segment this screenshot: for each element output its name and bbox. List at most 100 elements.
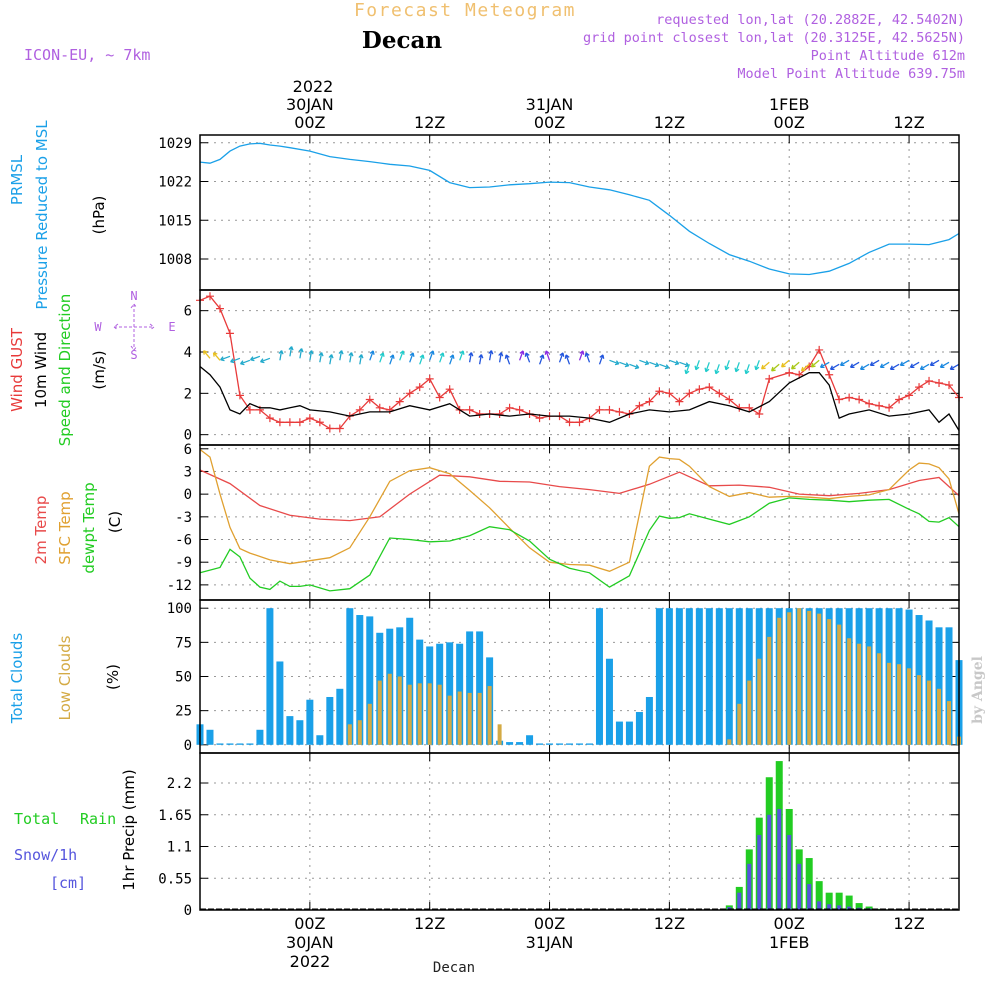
snow-bar: [767, 814, 772, 910]
wind-direction-arrow-icon: [629, 363, 640, 370]
low-cloud-bar: [427, 683, 432, 745]
series-line-wind-gust: [199, 295, 960, 430]
total-cloud-bar: [286, 716, 294, 745]
wind-direction-arrow-icon: [249, 355, 261, 362]
gust-marker: [295, 418, 304, 427]
ytick-label: 3: [184, 464, 192, 480]
low-cloud-bar: [827, 619, 832, 745]
dewpt-label: dewpt Temp: [80, 482, 98, 573]
ytick-label: 6: [184, 442, 192, 458]
low-cloud-bar: [867, 646, 872, 745]
compass-w: W: [94, 320, 102, 334]
precip-labels: Total Rain Snow/1h [cm] 1hr Precip (mm): [14, 769, 138, 892]
wind-direction-arrow-icon: [919, 363, 930, 371]
rain-label: Rain: [80, 810, 116, 828]
snow-bar: [747, 863, 752, 910]
wind-direction-arrow-icon: [770, 363, 780, 372]
total-cloud-bar: [526, 735, 534, 745]
low-cloud-bar: [347, 724, 352, 745]
point-altitude: Point Altitude 612m: [811, 48, 965, 64]
gust-marker: [435, 393, 444, 402]
model-altitude: Model Point Altitude 639.75m: [737, 66, 965, 82]
ytick-label: 0.55: [158, 871, 192, 887]
snow-bar: [737, 892, 742, 910]
gust-marker: [205, 292, 214, 301]
low-cloud-bar: [397, 676, 402, 745]
gust-marker: [475, 410, 484, 418]
wind-direction-arrow-icon: [679, 361, 690, 368]
ytick-label: 2.2: [167, 776, 192, 792]
snow-label: Snow/1h: [14, 846, 77, 864]
low-cloud-bar: [897, 664, 902, 745]
low-cloud-bar: [757, 658, 762, 745]
panel-5: 0 0.55 1.1 1.65 2.2: [158, 752, 960, 919]
low-cloud-bar: [407, 684, 412, 745]
wind-direction-arrow-icon: [909, 361, 920, 369]
pressure-unit: (hPa): [90, 196, 108, 235]
total-label: Total: [14, 810, 59, 828]
gust-marker: [315, 418, 324, 427]
low-cloud-bar: [377, 680, 382, 745]
panel-4: 0 25 50 75 100: [167, 599, 963, 754]
gust-marker: [395, 397, 404, 406]
ytick-label: 1008: [158, 252, 192, 268]
wind-direction-arrow-icon: [318, 352, 324, 363]
total-cloud-bar: [356, 615, 364, 745]
wind-direction-arrow-icon: [949, 363, 960, 371]
bottom-hour-label: 00Z: [534, 914, 565, 933]
location-title: Decan: [362, 27, 442, 54]
gust-marker: [725, 395, 734, 404]
snow-bar: [847, 906, 852, 910]
total-cloud-bar: [685, 608, 693, 745]
gust-marker: [285, 418, 294, 427]
low-cloud-bar: [457, 691, 462, 745]
wind-direction-arrow-icon: [810, 359, 820, 368]
gust-marker: [425, 374, 434, 383]
ytick-label: 1.1: [167, 840, 192, 856]
total-cloud-bar: [576, 743, 583, 745]
low-cloud-bar: [927, 680, 932, 745]
sfc-temp-label: SFC Temp: [56, 491, 74, 564]
gust-marker: [765, 374, 774, 383]
total-cloud-bar: [625, 721, 633, 745]
low-cloud-bar: [737, 703, 742, 745]
compass-n: N: [130, 289, 137, 303]
wind-direction-arrow-icon: [754, 360, 760, 371]
wind-direction-arrow-icon: [538, 354, 545, 365]
wind-direction-arrow-icon: [839, 359, 850, 367]
rain-bar: [825, 892, 833, 910]
bottom-date-label: 30JAN: [286, 933, 334, 952]
wind-direction-arrow-icon: [544, 350, 551, 361]
total-cloud-bar: [585, 743, 593, 745]
compass-arrows-icon: [113, 303, 155, 351]
total-cloud-bar: [446, 642, 454, 745]
total-cloud-bar: [366, 616, 374, 745]
low-cloud-bar: [447, 695, 452, 745]
bottom-hour-label: 12Z: [654, 914, 685, 933]
wind-direction-arrow-icon: [879, 361, 890, 369]
top-hour-label: 12Z: [654, 113, 685, 132]
ytick-label: -3: [175, 510, 192, 526]
wind-dir-label: Speed and Direction: [56, 294, 74, 447]
wind-direction-arrow-icon: [659, 363, 670, 370]
wind-direction-arrow-icon: [379, 352, 385, 363]
top-date-label: 30JAN: [286, 95, 334, 114]
low-cloud-bar: [767, 636, 772, 745]
wind-unit: (m/s): [90, 350, 108, 389]
ytick-label: 75: [175, 635, 192, 651]
pressure-labels: PRMSL Pressure Reduced to MSL (hPa): [8, 120, 108, 310]
gust-marker: [695, 385, 704, 394]
ytick-label: -9: [175, 555, 192, 571]
low-cloud-bar: [837, 624, 842, 745]
low-cloud-bar: [747, 680, 752, 745]
requested-coords: requested lon,lat (20.2882E, 42.5402N): [656, 12, 965, 28]
wind-direction-arrow-icon: [684, 364, 691, 375]
gust-marker: [245, 405, 254, 414]
snow-bar: [757, 834, 762, 910]
total-cloud-bar: [645, 696, 653, 745]
wind-direction-arrow-icon: [419, 354, 425, 365]
gust-marker: [835, 395, 844, 404]
low-cloud-bar: [477, 692, 482, 745]
gust-marker: [785, 368, 794, 377]
